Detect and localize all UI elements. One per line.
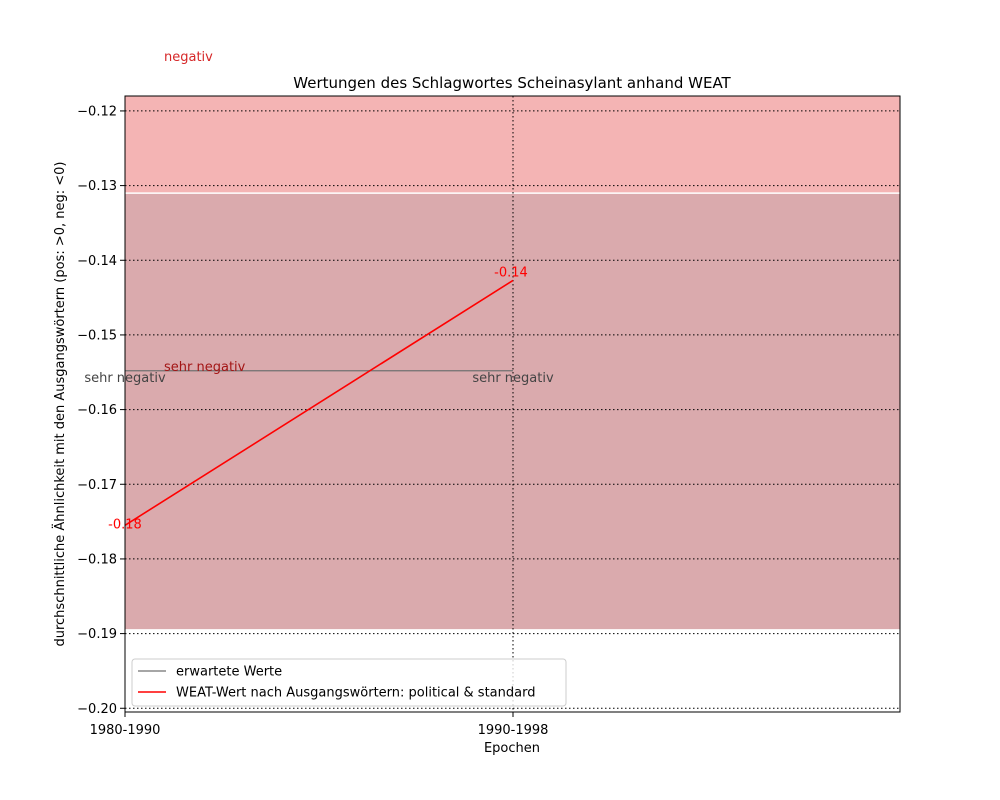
point-label: sehr negativ [472, 371, 554, 386]
series-layer [124, 279, 514, 527]
band-label: sehr negativ [164, 360, 246, 375]
x-tick-label: 1980-1990 [90, 723, 161, 738]
y-tick-label: −0.19 [77, 627, 117, 642]
y-tick-label: −0.12 [77, 104, 117, 119]
band-label: negativ [164, 50, 213, 65]
y-tick-label: −0.16 [77, 403, 117, 418]
y-axis-label: durchschnittliche Ähnlichkeit mit den Au… [52, 161, 68, 646]
legend-entry: erwartete Werte [176, 665, 282, 680]
y-tick-label: −0.18 [77, 552, 117, 567]
band-layer [125, 96, 900, 631]
legend: erwartete Werte WEAT-Wert nach Ausgangswö… [131, 658, 567, 707]
y-tick-label: −0.14 [77, 254, 117, 269]
y-tick-label: −0.17 [77, 478, 117, 493]
legend-entry: WEAT-Wert nach Ausgangswörtern: politica… [176, 686, 535, 701]
data-label: -0.14 [494, 265, 528, 280]
chart-title: Wertungen des Schlagwortes Scheinasylant… [293, 74, 731, 92]
y-tick-label: −0.15 [77, 328, 117, 343]
series-line-1 [124, 279, 514, 527]
legend-box [131, 658, 567, 707]
x-tick-label: 1990-1998 [478, 723, 549, 738]
x-axis-label: Epochen [484, 741, 540, 756]
y-tick-label: −0.13 [77, 179, 117, 194]
axis-layer: −0.12 −0.13 −0.14 −0.15 −0.16 −0.17 −0.18 −0.19… [77, 104, 548, 738]
y-tick-label: −0.20 [77, 702, 117, 717]
